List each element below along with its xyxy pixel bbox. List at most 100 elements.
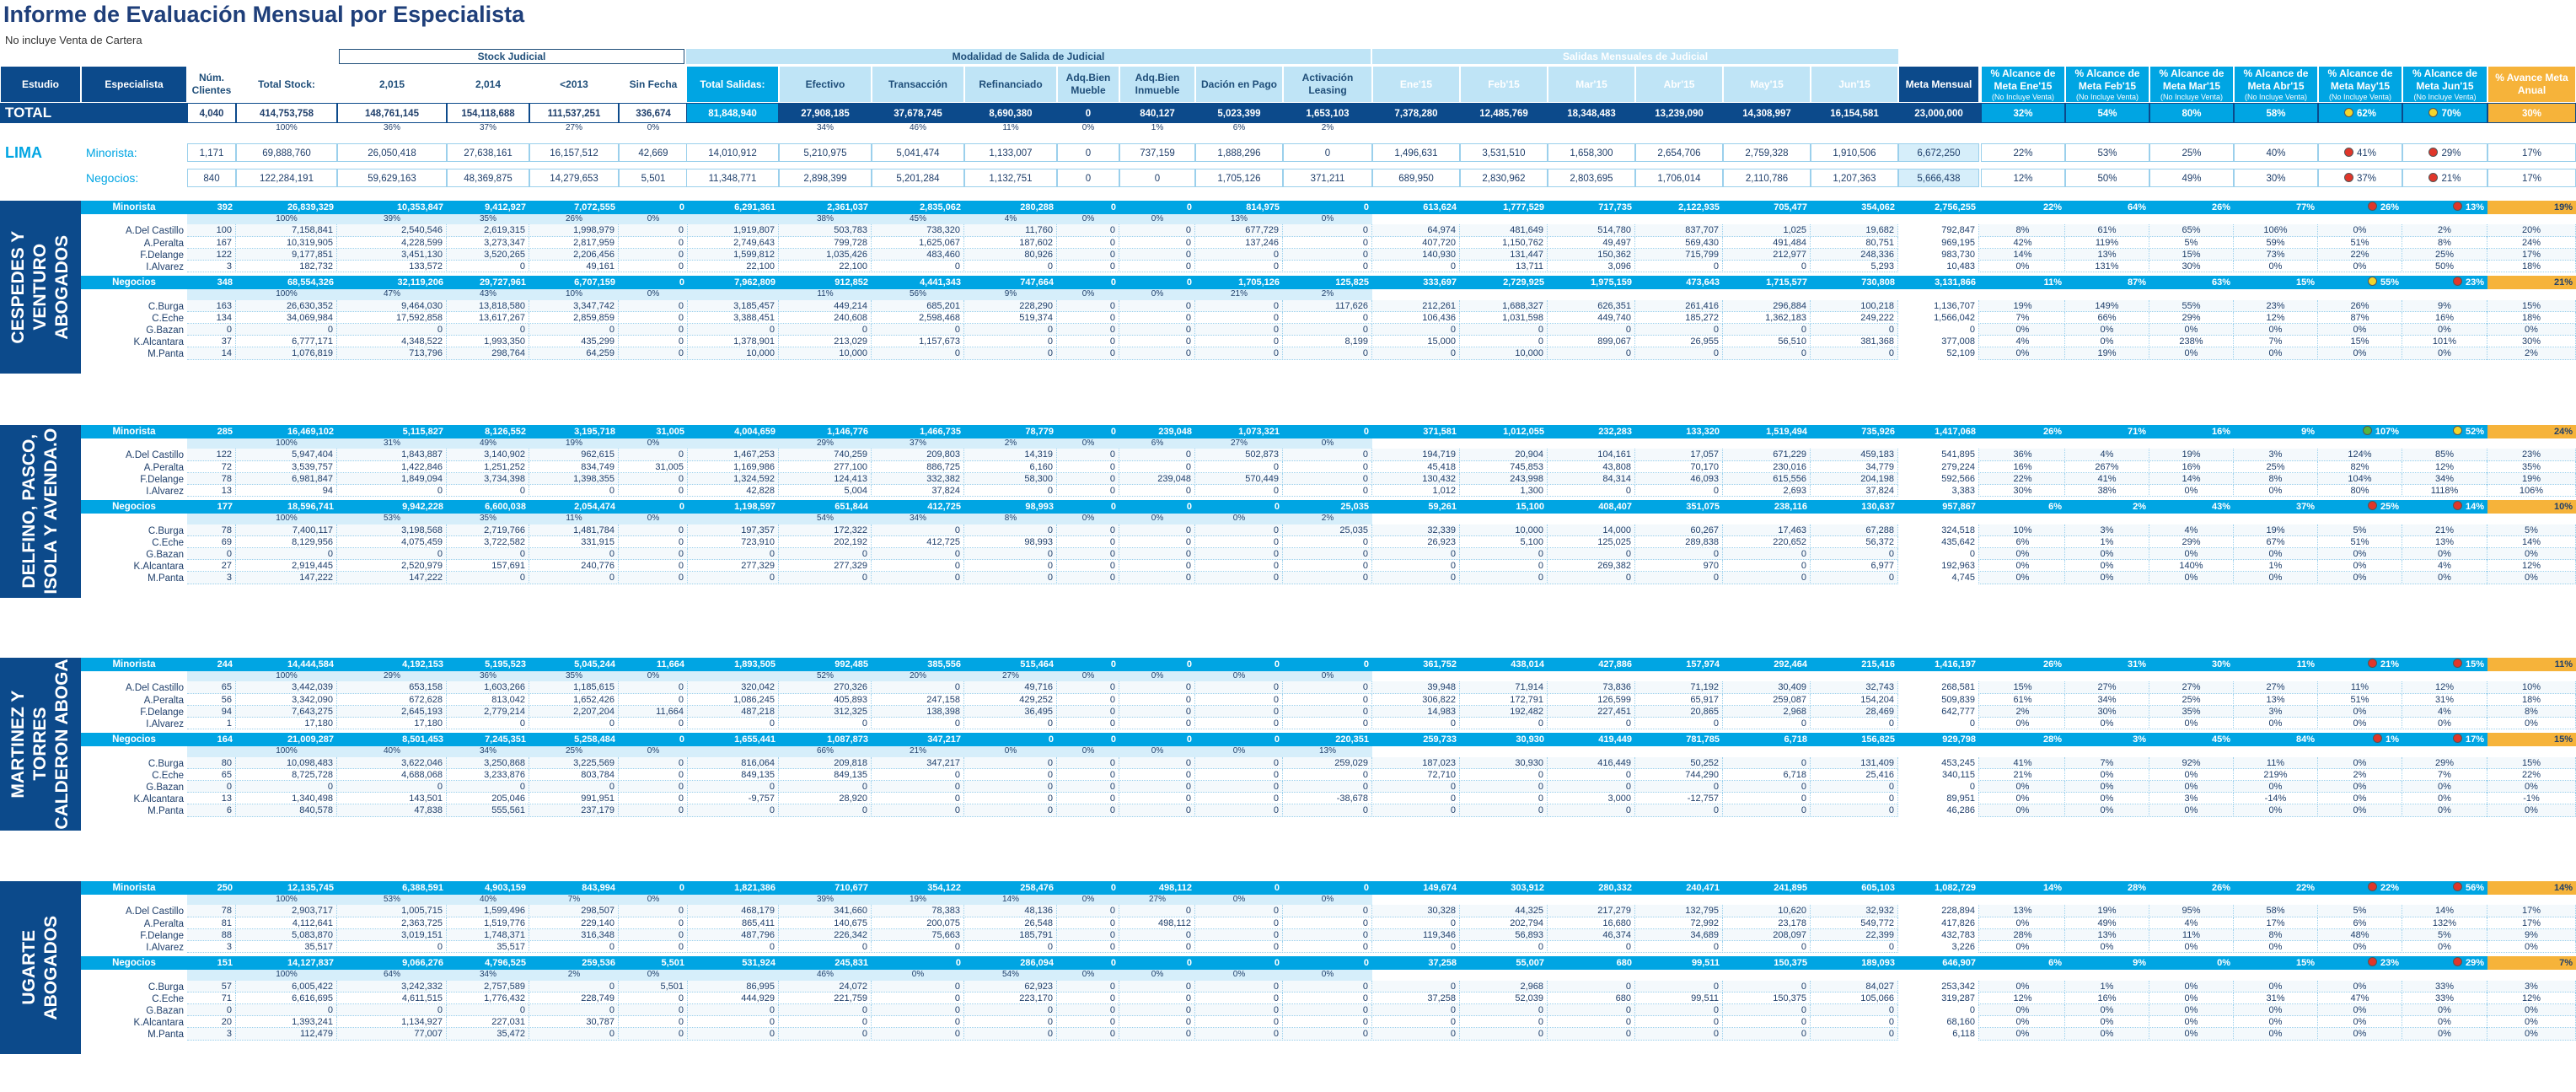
person-value: 0 bbox=[964, 261, 1057, 273]
person-value: 0 bbox=[1548, 781, 1635, 793]
block-pct: 0% bbox=[647, 970, 660, 980]
person-value: 119,346 bbox=[1372, 928, 1460, 941]
block-pct: 100% bbox=[276, 671, 298, 681]
person-value: 672,628 bbox=[337, 693, 447, 706]
block-pct: 37% bbox=[909, 438, 926, 449]
block-value: 0 bbox=[1186, 734, 1192, 745]
person-value: 0 bbox=[1460, 1016, 1548, 1029]
block-value: 37,258 bbox=[1428, 958, 1457, 969]
red-traffic-light-icon bbox=[2452, 277, 2462, 287]
person-value: 0 bbox=[1119, 905, 1195, 917]
block-value: 9,942,228 bbox=[402, 502, 443, 513]
person-name: G.Bazan bbox=[146, 550, 184, 560]
person-value: 2,919,445 bbox=[236, 560, 337, 573]
person-value: 0 bbox=[1057, 336, 1119, 348]
block-value: 0% bbox=[2217, 958, 2230, 969]
person-value: 4% bbox=[2402, 560, 2487, 573]
person-value: 131,447 bbox=[1460, 248, 1548, 261]
person-value: 88 bbox=[187, 928, 236, 941]
person-value: 2,903,717 bbox=[236, 905, 337, 917]
person-value: 1,566,042 bbox=[1898, 311, 1979, 324]
person-value: 23,178 bbox=[1723, 917, 1811, 929]
lima-value: 5,501 bbox=[619, 169, 688, 187]
block-pct: 0% bbox=[1321, 214, 1334, 224]
block-value: 427,886 bbox=[1598, 659, 1632, 670]
person-value: 147,222 bbox=[337, 572, 447, 584]
person-value: 0 bbox=[1811, 793, 1898, 805]
person-value: 1,398,355 bbox=[529, 472, 619, 485]
lima-value: 689,950 bbox=[1372, 169, 1460, 187]
block-value: 130,637 bbox=[1861, 502, 1895, 513]
person-value: 4% bbox=[1981, 336, 2065, 348]
block-value: 385,556 bbox=[927, 659, 961, 670]
block-value: 55,007 bbox=[1516, 958, 1544, 969]
block-pct: 100% bbox=[276, 895, 298, 905]
studio-label-block bbox=[0, 881, 81, 1054]
person-value: 0 bbox=[337, 1004, 447, 1017]
person-value: 0% bbox=[2318, 347, 2402, 360]
person-value: 87% bbox=[2318, 311, 2402, 324]
block-value: 0 bbox=[1186, 202, 1192, 212]
lima-value: 2,898,399 bbox=[779, 169, 872, 187]
person-value: 28,469 bbox=[1811, 705, 1898, 718]
person-value: 0 bbox=[686, 324, 779, 336]
person-value: 3,539,757 bbox=[236, 460, 337, 473]
person-value: 13% bbox=[2402, 535, 2487, 548]
person-value: 22% bbox=[1981, 472, 2065, 485]
person-value: 2,520,979 bbox=[337, 560, 447, 573]
person-value: 2,968 bbox=[1460, 980, 1548, 992]
block-value: 59,261 bbox=[1428, 502, 1457, 513]
block-value: 1,073,321 bbox=[1238, 427, 1280, 437]
modalidad-group-label: Modalidad de Salida de Judicial bbox=[952, 50, 1105, 62]
block-label: Minorista bbox=[112, 427, 156, 437]
person-value: 6,160 bbox=[964, 460, 1057, 473]
person-value: 228,290 bbox=[964, 299, 1057, 312]
person-value: 10,483 bbox=[1898, 261, 1979, 273]
block-value: 29,727,961 bbox=[479, 277, 526, 288]
block-value: 7,962,809 bbox=[734, 277, 775, 288]
block-pct: 0% bbox=[1081, 746, 1095, 756]
person-value: 0% bbox=[2149, 768, 2234, 781]
lima-value: 1,207,363 bbox=[1811, 169, 1898, 187]
person-value: 0% bbox=[2402, 324, 2487, 336]
person-value: 0% bbox=[2065, 560, 2149, 573]
person-value: 0 bbox=[872, 941, 964, 954]
block-value: 107% bbox=[2318, 425, 2402, 438]
person-value: 0% bbox=[2487, 1028, 2576, 1041]
block-value: 354,062 bbox=[1861, 202, 1895, 212]
block-pct: 0% bbox=[1232, 514, 1246, 524]
person-value: 324,518 bbox=[1898, 524, 1979, 536]
person-value: 0% bbox=[2065, 548, 2149, 561]
person-value: 0 bbox=[1195, 941, 1283, 954]
header--alcance-de-meta-ene-15: % Alcance de Meta Ene'15 (No Incluye Vent… bbox=[1981, 66, 2065, 103]
pct-row bbox=[187, 671, 1372, 682]
total-pct: 100% bbox=[276, 123, 298, 132]
pct-row bbox=[187, 746, 1372, 757]
person-value: 0% bbox=[2234, 1004, 2318, 1017]
block-pct: 0% bbox=[1321, 895, 1334, 905]
block-value: 351,075 bbox=[1686, 502, 1720, 513]
block-value: 6,718 bbox=[1784, 734, 1807, 745]
person-value: 131,409 bbox=[1811, 756, 1898, 769]
person-value: 6 bbox=[187, 804, 236, 817]
person-value: 0 bbox=[1057, 311, 1119, 324]
block-value: 32,119,206 bbox=[397, 277, 443, 288]
person-value: 0% bbox=[2402, 347, 2487, 360]
person-value: 11% bbox=[2234, 756, 2318, 769]
person-value: 65,917 bbox=[1635, 693, 1723, 706]
block-value: 747,664 bbox=[1020, 277, 1054, 288]
person-value: 0 bbox=[1548, 572, 1635, 584]
block-pct: 19% bbox=[909, 895, 926, 905]
person-value: 25% bbox=[2149, 693, 2234, 706]
person-value: 2,757,589 bbox=[447, 980, 529, 992]
person-value: 267% bbox=[2065, 460, 2149, 473]
person-value: 0 bbox=[1119, 336, 1195, 348]
person-value: 6,616,695 bbox=[236, 992, 337, 1004]
person-value: 4,688,068 bbox=[337, 768, 447, 781]
person-value: 0% bbox=[1981, 718, 2065, 730]
person-value: 37,258 bbox=[1372, 992, 1460, 1004]
person-value: 48,136 bbox=[964, 905, 1057, 917]
lima-value: 22% bbox=[1981, 143, 2065, 162]
person-value: 3,383 bbox=[1898, 485, 1979, 498]
person-name: F.Delange bbox=[140, 250, 184, 261]
